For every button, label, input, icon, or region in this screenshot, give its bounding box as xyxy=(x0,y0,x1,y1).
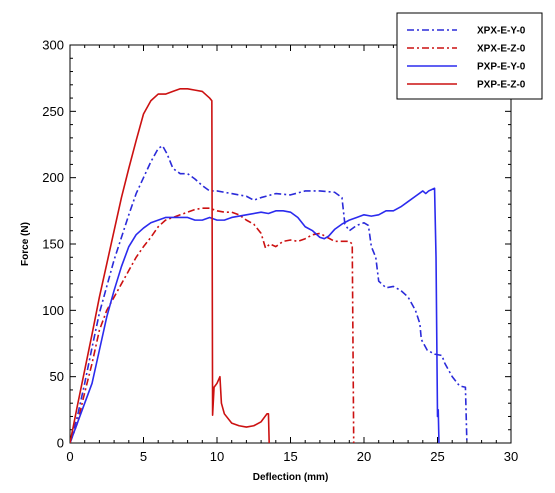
y-tick-label: 100 xyxy=(42,303,64,318)
x-axis-label: Deflection (mm) xyxy=(253,472,329,483)
y-tick-label: 200 xyxy=(42,170,64,185)
axes xyxy=(69,44,512,444)
legend-label: XPX-E-Y-0 xyxy=(477,26,526,37)
x-tick-label: 25 xyxy=(430,449,444,464)
x-tick-label: 5 xyxy=(140,449,147,464)
plot-area-frame xyxy=(69,44,512,444)
y-tick-label: 300 xyxy=(42,38,64,53)
series-lines xyxy=(70,87,468,443)
x-tick-label: 30 xyxy=(504,449,518,464)
series-line-pxp-e-y-0 xyxy=(70,187,440,443)
x-tick-label: 20 xyxy=(357,449,371,464)
legend-label: XPX-E-Z-0 xyxy=(477,44,526,55)
series-line-xpx-e-z-0 xyxy=(70,207,355,443)
series-line-xpx-e-y-0 xyxy=(70,145,468,443)
y-tick-label: 250 xyxy=(42,104,64,119)
y-tick-label: 150 xyxy=(42,237,64,252)
x-tick-label: 10 xyxy=(210,449,224,464)
legend-label: PXP-E-Y-0 xyxy=(477,62,526,73)
legend-label: PXP-E-Z-0 xyxy=(477,80,526,91)
y-axis-label: Force (N) xyxy=(20,222,31,266)
x-tick-label: 0 xyxy=(66,449,73,464)
x-tick-label: 15 xyxy=(283,449,297,464)
legend: XPX-E-Y-0 XPX-E-Z-0 PXP-E-Y-0 PXP-E-Z-0 xyxy=(396,12,543,100)
series-line-pxp-e-z-0 xyxy=(70,87,270,443)
y-tick-label: 50 xyxy=(50,369,64,384)
y-tick-label: 0 xyxy=(57,436,64,451)
